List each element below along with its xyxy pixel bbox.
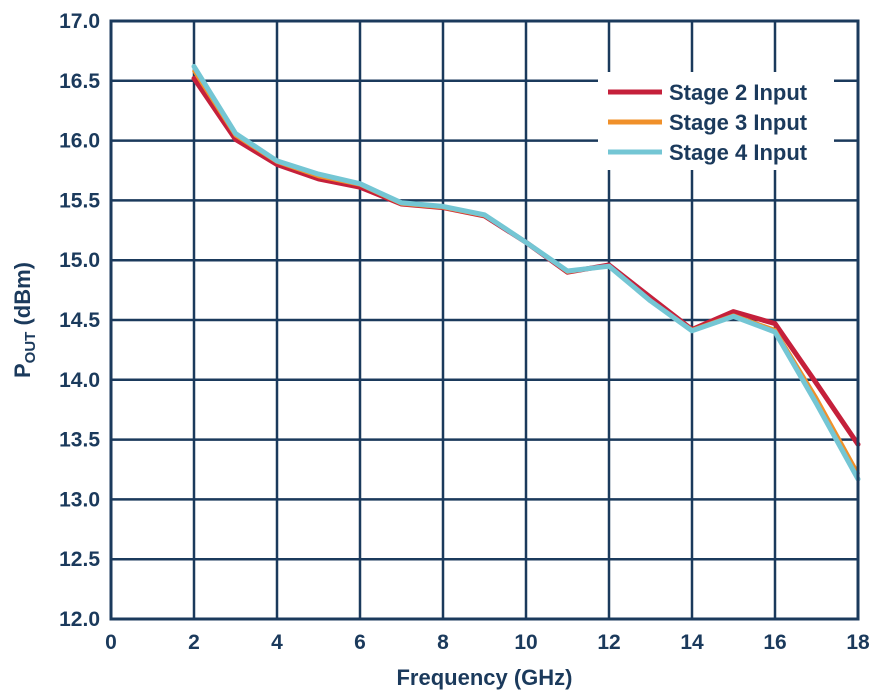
y-tick-label: 12.5 — [59, 548, 100, 571]
x-axis-label: Frequency (GHz) — [396, 665, 572, 690]
x-tick-label: 18 — [846, 631, 870, 654]
legend-label-2: Stage 3 Input — [669, 110, 808, 135]
y-tick-label: 15.0 — [59, 249, 100, 272]
y-tick-label: 13.0 — [59, 488, 100, 511]
legend-label-3: Stage 4 Input — [669, 140, 808, 165]
y-tick-label: 17.0 — [59, 10, 100, 33]
x-tick-label: 12 — [597, 631, 620, 654]
x-tick-label: 2 — [188, 631, 200, 654]
y-tick-label: 12.0 — [59, 608, 100, 631]
x-axis-ticks: 0 2 4 6 8 10 12 14 16 18 — [105, 631, 870, 654]
x-tick-label: 8 — [437, 631, 449, 654]
x-tick-label: 16 — [763, 631, 786, 654]
y-tick-label: 14.5 — [59, 309, 100, 332]
x-tick-label: 14 — [680, 631, 704, 654]
y-tick-label: 16.5 — [59, 70, 100, 93]
y-axis-label-main: P — [10, 363, 35, 378]
y-axis-ticks: 12.0 12.5 13.0 13.5 14.0 14.5 15.0 15.5 16.0 16.5… — [59, 10, 100, 631]
x-tick-label: 10 — [514, 631, 537, 654]
y-tick-label: 14.0 — [59, 369, 100, 392]
x-tick-label: 0 — [105, 631, 117, 654]
y-tick-label: 13.5 — [59, 429, 100, 452]
legend-label-1: Stage 2 Input — [669, 80, 808, 105]
y-axis-label-sub: OUT — [22, 332, 39, 364]
y-tick-label: 15.5 — [59, 189, 100, 212]
y-axis-label-unit: (dBm) — [10, 262, 35, 332]
x-tick-label: 4 — [271, 631, 283, 654]
y-axis-label: POUT (dBm) — [10, 262, 39, 378]
plot-frame — [109, 19, 860, 621]
series-line-3 — [191, 63, 861, 482]
y-tick-label: 16.0 — [59, 130, 100, 153]
legend: Stage 2 Input Stage 3 Input Stage 4 Input — [598, 72, 834, 170]
x-tick-label: 6 — [354, 631, 366, 654]
series-layer — [191, 63, 861, 482]
